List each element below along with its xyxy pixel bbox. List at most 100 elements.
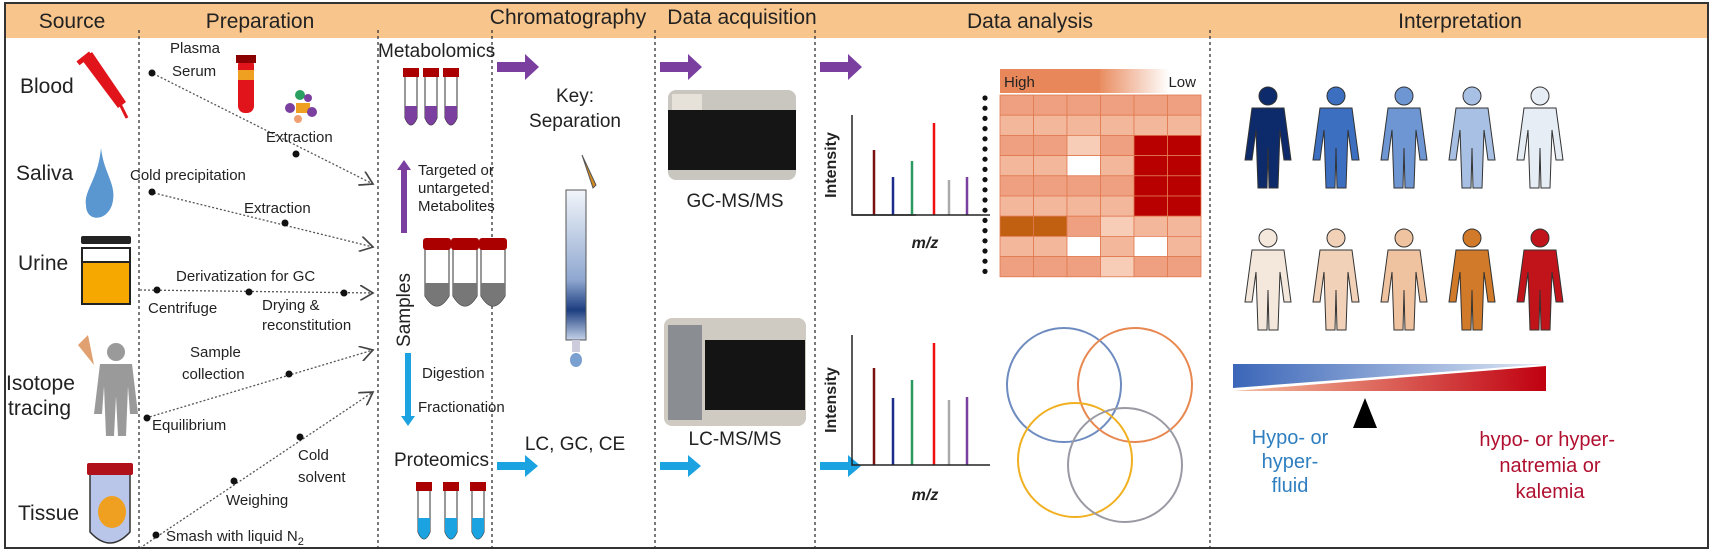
figure-head bbox=[1462, 228, 1482, 248]
heatmap-cell bbox=[999, 155, 1034, 177]
human-figure-icon bbox=[1244, 228, 1292, 331]
heatmap-cell bbox=[1066, 94, 1101, 116]
heatmap-cell bbox=[1100, 195, 1135, 217]
label-sample: Sample bbox=[190, 344, 241, 361]
heatmap-row-dots bbox=[982, 95, 988, 274]
row-dot bbox=[982, 228, 988, 234]
figure-head bbox=[1326, 86, 1346, 106]
figure-head bbox=[1258, 228, 1278, 248]
human-figure-icon bbox=[1516, 228, 1564, 331]
gc-ms-instrument-image bbox=[668, 90, 796, 180]
row-dot bbox=[982, 207, 988, 213]
label-separation: Separation bbox=[529, 111, 621, 132]
human-figure-icon bbox=[1516, 86, 1564, 189]
source-urine: Urine bbox=[18, 252, 68, 275]
header-data-acquisition: Data acquisition bbox=[667, 6, 816, 29]
proteomics-tubes-icon bbox=[416, 482, 486, 540]
heatmap-cell bbox=[1167, 94, 1202, 116]
heatmap-cell bbox=[1066, 256, 1101, 278]
heatmap-cell bbox=[999, 175, 1034, 197]
heatmap-cell bbox=[1100, 114, 1135, 136]
figure-body bbox=[1380, 107, 1428, 189]
heatmap-cell bbox=[1167, 256, 1202, 278]
heatmap-cell bbox=[1167, 114, 1202, 136]
figure-body bbox=[1380, 249, 1428, 331]
label-hypo-hyper-fluid-2: hyper- bbox=[1262, 451, 1319, 473]
label-drying: Drying & bbox=[262, 297, 320, 314]
source-tissue: Tissue bbox=[18, 502, 79, 525]
mass-spectrum-top bbox=[851, 115, 990, 216]
row-dot bbox=[982, 115, 988, 121]
source-saliva: Saliva bbox=[16, 162, 74, 185]
label-metabolites: Metabolites bbox=[418, 198, 495, 215]
figure-body bbox=[1448, 107, 1496, 189]
figure-head bbox=[1394, 86, 1414, 106]
label-proteomics: Proteomics bbox=[394, 450, 489, 471]
header-source: Source bbox=[39, 10, 106, 33]
row-dot bbox=[982, 146, 988, 152]
label-cold: Cold bbox=[298, 447, 329, 464]
heatmap-cell bbox=[1100, 235, 1135, 257]
heatmap-cell bbox=[1100, 155, 1135, 177]
label-fractionation: Fractionation bbox=[418, 399, 505, 416]
heatmap-cell bbox=[1167, 155, 1202, 177]
source-tracing: tracing bbox=[8, 397, 71, 420]
row-dot bbox=[982, 238, 988, 244]
source-blood: Blood bbox=[20, 75, 74, 98]
metabolomics-tubes-icon bbox=[403, 68, 459, 126]
human-figure-icon bbox=[1244, 86, 1292, 189]
sample-tubes-icon bbox=[423, 238, 507, 307]
figure-head bbox=[1394, 228, 1414, 248]
human-figure-icon bbox=[1380, 86, 1428, 189]
heatmap-cell bbox=[1133, 134, 1168, 156]
figure-head bbox=[1258, 86, 1278, 106]
heatmap-cell bbox=[1100, 175, 1135, 197]
human-figure-icon bbox=[1448, 86, 1496, 189]
label-natremia-2: natremia or bbox=[1499, 455, 1600, 477]
label-weighing: Weighing bbox=[226, 492, 288, 509]
heatmap-cell bbox=[1066, 155, 1101, 177]
heatmap-cell bbox=[1066, 215, 1101, 237]
header-data-analysis: Data analysis bbox=[967, 10, 1093, 33]
heatmap-cell bbox=[1100, 94, 1135, 116]
row-dot bbox=[982, 187, 988, 193]
human-figure-icon bbox=[1312, 86, 1360, 189]
body-figures bbox=[1244, 86, 1564, 331]
purple-flow-arrows bbox=[497, 54, 862, 80]
heatmap-cell bbox=[1066, 175, 1101, 197]
label-equilibrium: Equilibrium bbox=[152, 417, 226, 434]
row-dot bbox=[982, 95, 988, 101]
figure-body bbox=[1516, 249, 1564, 331]
heatmap-cell bbox=[1066, 235, 1101, 257]
header-chromatography: Chromatography bbox=[490, 6, 647, 29]
row-dot bbox=[982, 217, 988, 223]
heatmap-cell bbox=[1167, 195, 1202, 217]
preparation-arrows bbox=[139, 71, 373, 549]
blood-tube-icon bbox=[236, 55, 256, 113]
urine-container-icon bbox=[81, 236, 131, 305]
heatmap-cell bbox=[1133, 114, 1168, 136]
heatmap-cell bbox=[999, 195, 1034, 217]
heatmap-high-label: High bbox=[1004, 74, 1035, 91]
figure-body bbox=[1312, 107, 1360, 189]
heatmap-cell bbox=[1033, 235, 1068, 257]
label-targeted: Targeted or bbox=[418, 162, 494, 179]
chromatography-column-icon bbox=[565, 154, 597, 367]
heatmap-cell bbox=[1033, 114, 1068, 136]
label-derivatization: Derivatization for GC bbox=[176, 268, 315, 285]
heatmap-cell bbox=[1100, 256, 1135, 278]
heatmap-cell bbox=[1167, 134, 1202, 156]
label-plasma: Plasma bbox=[170, 40, 221, 57]
heatmap-cell bbox=[1133, 256, 1168, 278]
metabolite-particles-icon bbox=[285, 90, 317, 123]
heatmap-cell bbox=[1066, 114, 1101, 136]
human-figure-icon bbox=[1380, 228, 1428, 331]
label-solvent: solvent bbox=[298, 469, 346, 486]
heatmap-cell bbox=[999, 114, 1034, 136]
balance-scale bbox=[1233, 364, 1546, 428]
row-dot bbox=[982, 258, 988, 264]
heatmap-cell bbox=[999, 215, 1034, 237]
heatmap-cell bbox=[1133, 235, 1168, 257]
down-arrow-blue-icon bbox=[401, 353, 415, 426]
heatmap-cell bbox=[1133, 195, 1168, 217]
